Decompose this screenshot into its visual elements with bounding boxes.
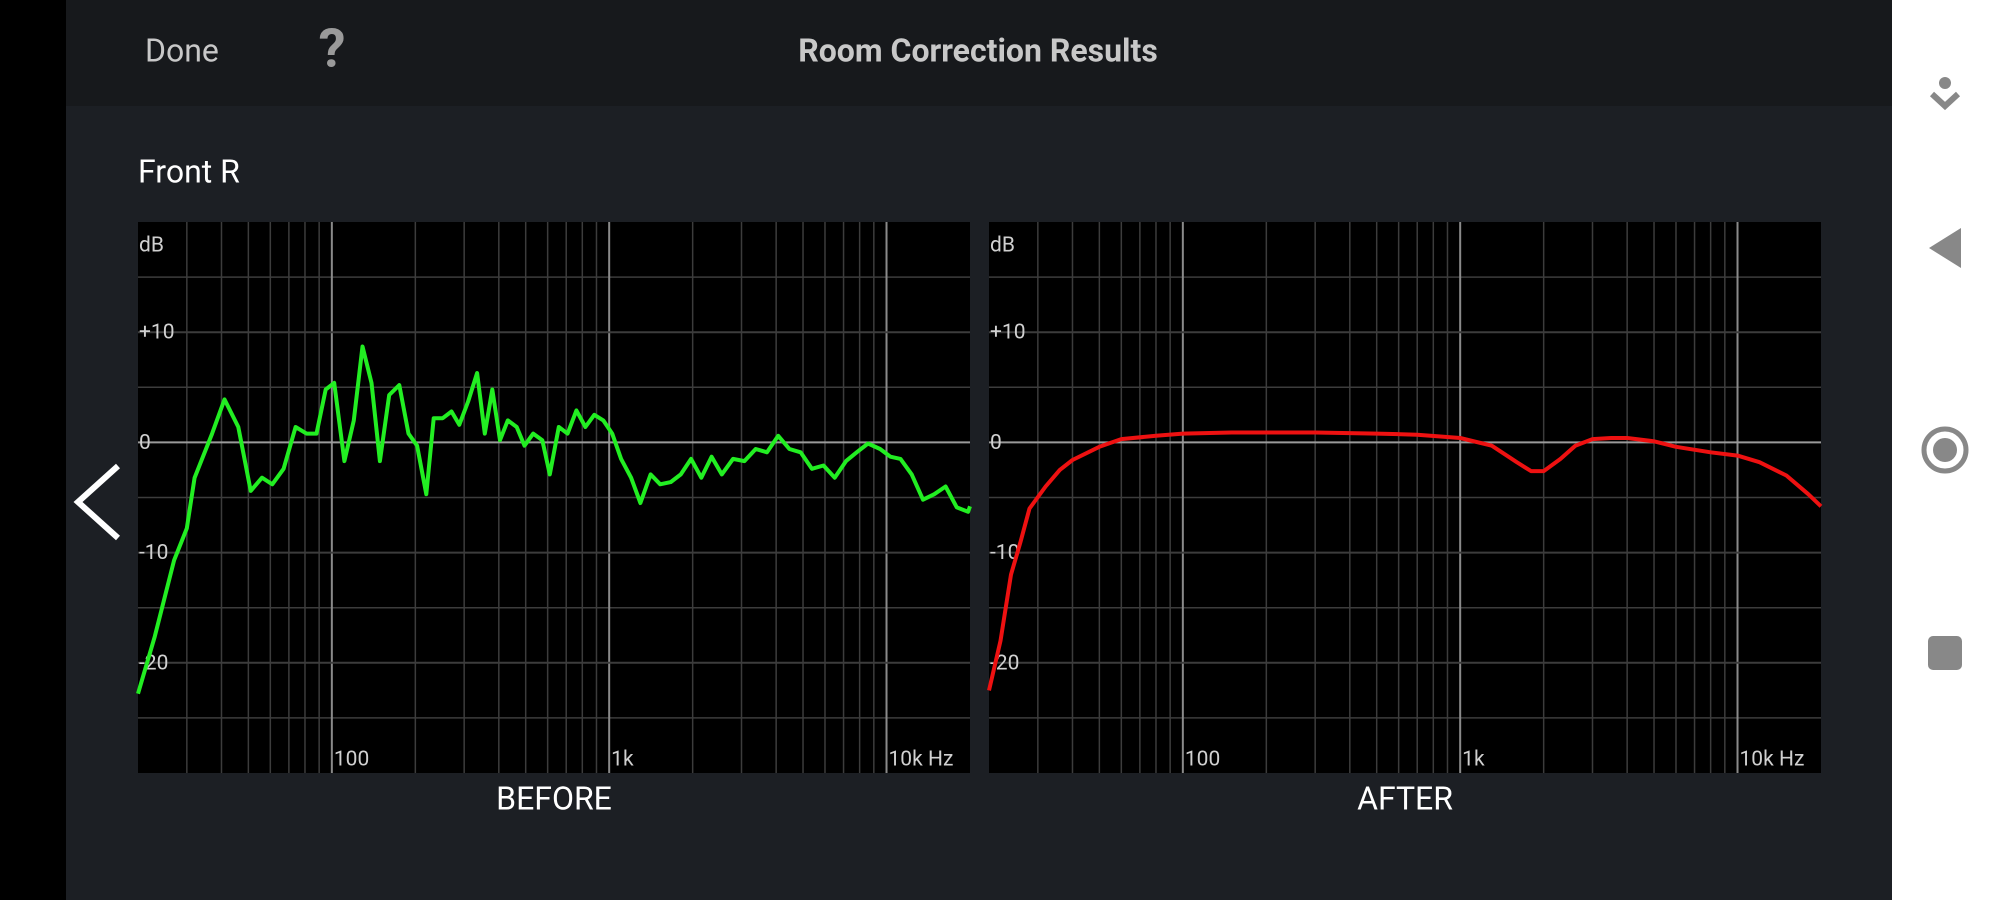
y-tick-label: +10 — [139, 321, 175, 345]
nav-home-dot — [1933, 438, 1957, 462]
x-tick-label: 100 — [334, 748, 369, 772]
page-title: Room Correction Results — [798, 31, 1158, 69]
x-tick-label: 10k Hz — [889, 748, 954, 772]
y-tick-label: 0 — [990, 431, 1002, 455]
prev-arrow[interactable] — [73, 463, 121, 541]
y-tick-label: -10 — [139, 541, 168, 565]
y-axis-label: dB — [990, 234, 1015, 258]
x-tick-label: 10k Hz — [1740, 748, 1805, 772]
left-strip — [0, 0, 66, 900]
chart-title: BEFORE — [496, 779, 612, 817]
series-line — [987, 430, 1823, 691]
series-line — [136, 344, 972, 695]
x-tick-label: 1k — [611, 748, 634, 772]
x-tick-label: 1k — [1462, 748, 1485, 772]
x-tick-label: 100 — [1185, 748, 1220, 772]
chart-title: AFTER — [1357, 779, 1453, 817]
y-tick-label: +10 — [990, 321, 1026, 345]
nav-recent[interactable] — [1928, 636, 1962, 670]
nav-icons — [1921, 77, 1969, 670]
channel-label: Front R — [138, 152, 240, 190]
y-axis-label: dB — [139, 234, 164, 258]
help-button[interactable]: ? — [319, 17, 346, 80]
nav-icon-down-arrow — [1929, 91, 1961, 111]
nav-home[interactable] — [1921, 426, 1969, 474]
header-bar — [66, 0, 1892, 106]
nav-back[interactable] — [1929, 228, 1961, 268]
done-button[interactable]: Done — [145, 31, 219, 69]
y-tick-label: 0 — [139, 431, 151, 455]
nav-icon-down[interactable] — [1939, 77, 1951, 89]
